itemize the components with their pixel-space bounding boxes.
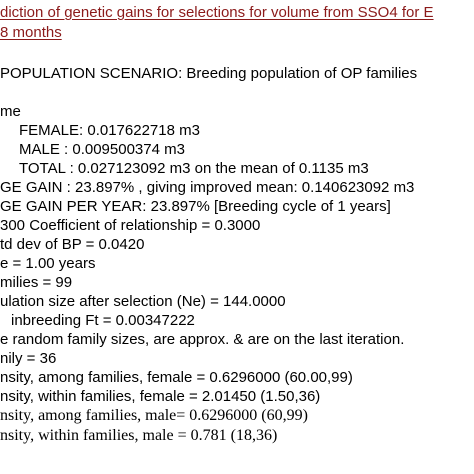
population-scenario: POPULATION SCENARIO: Breeding population… [0,65,418,82]
text-line: me [0,103,21,120]
text-line: td dev of BP = 0.0420 [0,236,145,253]
text-line: nsity, within families, male = 0.781 (18… [0,427,278,444]
text-line: nsity, within families, female = 2.01450… [0,388,321,405]
document-title-line-1: diction of genetic gains for selections … [0,4,434,21]
text-line: ulation size after selection (Ne) = 144.… [0,293,286,310]
text-line: GE GAIN : 23.897% , giving improved mean… [0,179,415,196]
text-line: nsity, among families, male= 0.6296000 (… [0,407,308,424]
text-line: nily = 36 [0,350,57,367]
text-line: 300 Coefficient of relationship = 0.3000 [0,217,261,234]
text-line: inbreeding Ft = 0.00347222 [11,312,195,329]
text-line: milies = 99 [0,274,73,291]
document-title-line-2: 8 months [0,24,62,41]
text-line: TOTAL : 0.027123092 m3 on the mean of 0.… [19,160,369,177]
text-line: e = 1.00 years [0,255,96,272]
text-line: FEMALE: 0.017622718 m3 [19,122,200,139]
text-line: nsity, among families, female = 0.629600… [0,369,353,386]
text-line: e random family sizes, are approx. & are… [0,331,405,348]
text-line: GE GAIN PER YEAR: 23.897% [Breeding cycl… [0,198,391,215]
text-line: MALE : 0.009500374 m3 [19,141,185,158]
